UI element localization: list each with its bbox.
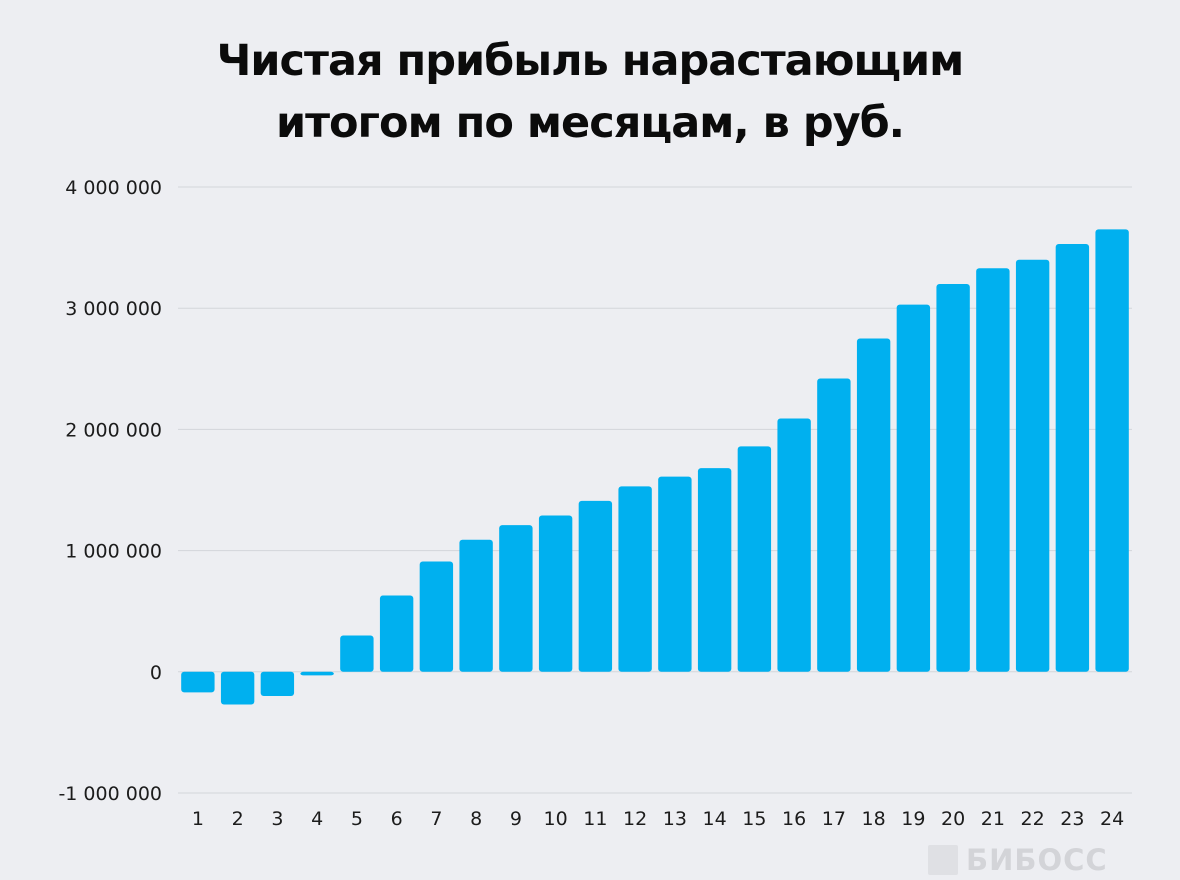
y-axis-ticks: -1 000 000 0 1 000 000 2 000 000 3 000 000 4 … [58,177,162,805]
x-tick-label: 2 [232,808,244,830]
bar-month-19 [896,304,931,672]
bar-month-8 [459,539,493,672]
bar-month-15 [737,446,772,672]
chart-title-line-1: Чистая прибыль нарастающим [216,36,965,86]
bar-month-16 [777,418,811,672]
x-tick-label: 11 [583,808,607,830]
x-tick-label: 24 [1100,808,1124,830]
x-tick-label: 8 [470,808,482,830]
watermark-logo: БИБОСС [928,840,1108,880]
bar-month-12 [618,486,652,672]
bar-month-3 [260,671,295,697]
x-tick-label: 3 [271,808,283,830]
bar-month-18 [856,338,891,672]
bar-month-5 [340,635,374,672]
bar-month-2 [220,671,255,705]
y-tick-label: 2 000 000 [65,419,162,441]
bar-month-9 [499,525,533,672]
x-tick-label: 14 [703,808,727,830]
y-tick-label: 0 [150,662,162,684]
x-tick-label: 5 [351,808,363,830]
bar-month-7 [419,561,454,672]
x-tick-label: 22 [1021,808,1045,830]
x-tick-label: 18 [862,808,886,830]
x-tick-label: 21 [981,808,1005,830]
bar-month-17 [817,378,851,672]
y-tick-label: -1 000 000 [58,783,162,805]
x-tick-label: 12 [623,808,647,830]
x-tick-label: 9 [510,808,522,830]
x-tick-label: 6 [391,808,403,830]
x-tick-label: 23 [1060,808,1084,830]
x-tick-label: 19 [901,808,925,830]
y-tick-label: 1 000 000 [65,541,162,563]
chart-title: Чистая прибыль нарастающим итогом по мес… [120,30,1060,154]
x-tick-label: 7 [430,808,442,830]
bar-month-14 [697,468,732,672]
bar-month-20 [936,283,970,672]
bar-month-13 [658,476,692,672]
x-tick-label: 17 [822,808,846,830]
bars [181,229,1129,705]
x-axis-ticks: 1 2 3 4 5 6 7 8 9 10 11 12 13 14 15 16 17 18 19 20 21 22 23 24 [192,808,1124,830]
x-tick-label: 10 [544,808,568,830]
bar-month-23 [1055,243,1090,672]
bar-month-24 [1095,229,1129,672]
bar-month-6 [379,595,414,672]
y-tick-label: 4 000 000 [65,177,162,199]
bar-month-22 [1015,259,1050,672]
logo-square-icon [928,845,958,875]
y-tick-label: 3 000 000 [65,298,162,320]
chart-title-line-2: итогом по месяцам, в руб. [275,98,905,148]
bar-month-10 [538,515,573,672]
x-tick-label: 1 [192,808,204,830]
grid-lines [178,186,1132,794]
bar-month-21 [976,268,1010,672]
bar-month-4 [300,671,334,676]
bar-month-11 [578,500,613,672]
x-tick-label: 4 [311,808,323,830]
bar-month-1 [181,671,215,693]
x-tick-label: 20 [941,808,965,830]
x-tick-label: 15 [742,808,766,830]
x-tick-label: 16 [782,808,806,830]
watermark-text: БИБОСС [966,843,1108,877]
x-tick-label: 13 [663,808,687,830]
